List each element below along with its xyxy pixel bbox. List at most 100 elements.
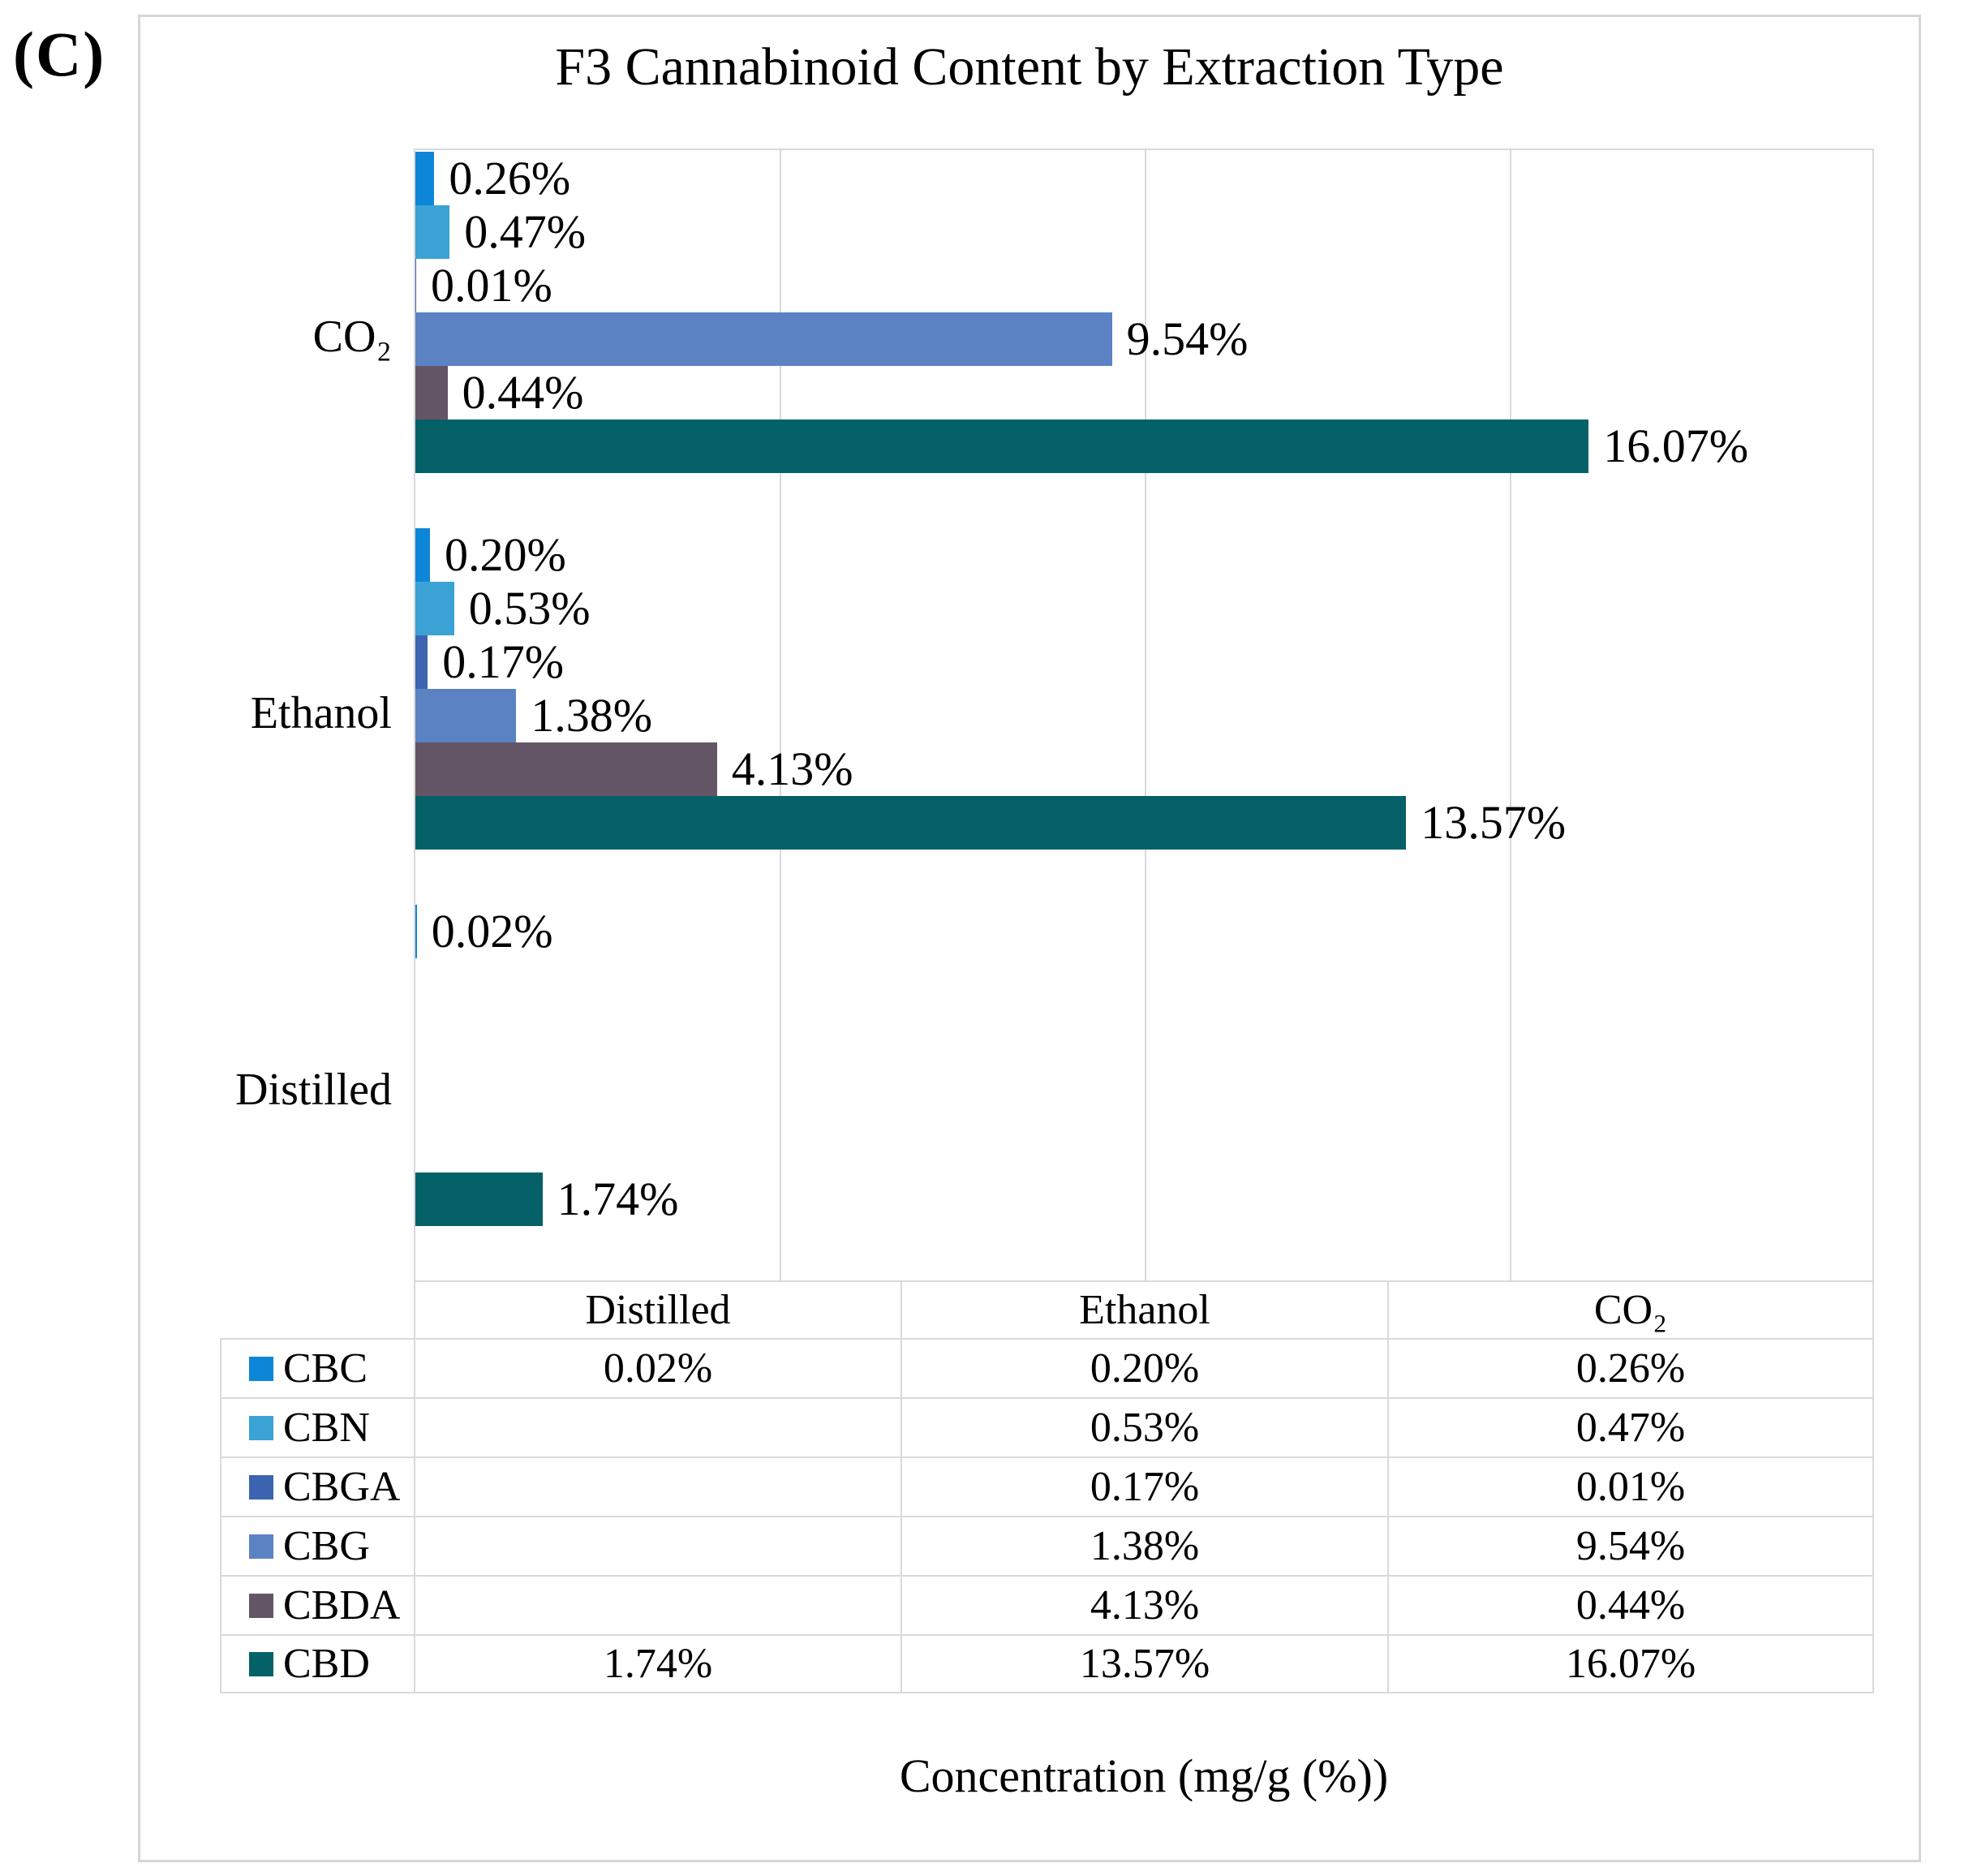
bar-cbd (415, 420, 1589, 473)
legend-label-cbg: CBG (283, 1523, 370, 1569)
table-cell-cbda-0 (414, 1575, 901, 1634)
category-group-co: 0.26% 0.47% 0.01% 9.54% 0.44% 16.07% (415, 150, 1872, 528)
table-cell-cbd-1: 13.57% (901, 1634, 1387, 1693)
bar-row: 0.53% (415, 582, 1872, 635)
gridline-5pct (780, 150, 781, 1280)
legend-label-cbd: CBD (283, 1641, 370, 1687)
bar-cbc (415, 152, 435, 205)
bar-row: 1.74% (415, 1172, 1872, 1226)
data-table: Distilled Ethanol CO₂ CBC 0.02% 0.20% 0.26% CBN… (220, 1280, 1874, 1693)
bar-cbga (415, 259, 416, 312)
legend-label-cbc: CBC (283, 1345, 368, 1392)
plot-area: 0.26% 0.47% 0.01% 9.54% 0.44% 16.07% 0.20% 0.53… (414, 148, 1874, 1280)
bar-cbga (415, 635, 428, 689)
chart-title: F3 Cannabinoid Content by Extraction Typ… (555, 37, 1504, 97)
bar-value-label: 0.20% (445, 528, 566, 581)
table-cell-cbda-1: 4.13% (901, 1575, 1387, 1634)
bar-value-label: 1.74% (557, 1172, 679, 1225)
bar-row (415, 1119, 1872, 1172)
table-cell-cbg-1: 1.38% (901, 1516, 1387, 1575)
bar-value-label: 0.02% (431, 905, 553, 957)
bar-cbc (415, 528, 430, 582)
bar-cbc (415, 905, 417, 958)
legend-label-cbn: CBN (283, 1405, 370, 1451)
table-header-ethanol: Ethanol (901, 1280, 1387, 1338)
bar-row (415, 1065, 1872, 1119)
legend-cell-cbd: CBD (220, 1634, 414, 1693)
bar-cbg (415, 689, 517, 742)
table-cell-cbda-2: 0.44% (1387, 1575, 1874, 1634)
bar-cbda (415, 366, 448, 420)
legend-cell-cbga: CBGA (220, 1456, 414, 1516)
bar-value-label: 4.13% (731, 742, 853, 795)
bar-row: 16.07% (415, 420, 1872, 473)
table-cell-cbc-1: 0.20% (901, 1338, 1387, 1397)
category-label-co: CO₂ (312, 312, 392, 362)
table-cell-cbd-2: 16.07% (1387, 1634, 1874, 1693)
legend-swatch-cbga (249, 1474, 273, 1500)
bar-row: 0.26% (415, 152, 1872, 205)
bar-cbg (415, 312, 1112, 366)
bar-row: 4.13% (415, 742, 1872, 796)
legend-swatch-cbd (249, 1651, 273, 1676)
gridline-10pct (1145, 150, 1146, 1280)
bar-value-label: 9.54% (1126, 312, 1249, 365)
bar-cbn (415, 582, 454, 635)
table-cell-cbga-1: 0.17% (901, 1456, 1387, 1516)
bar-row: 13.57% (415, 796, 1872, 850)
table-cell-cbd-0: 1.74% (414, 1634, 901, 1693)
table-cell-cbg-0 (414, 1516, 901, 1575)
bar-value-label: 13.57% (1421, 796, 1567, 849)
bar-value-label: 0.26% (449, 152, 571, 204)
gridline-15pct (1510, 150, 1511, 1280)
bar-value-label: 0.01% (431, 259, 552, 312)
table-cell-cbn-0 (414, 1397, 901, 1456)
bar-value-label: 0.47% (464, 205, 587, 258)
bar-row: 0.17% (415, 635, 1872, 689)
table-cell-cbc-2: 0.26% (1387, 1338, 1874, 1397)
bar-cbn (415, 205, 450, 259)
table-cell-cbga-0 (414, 1456, 901, 1516)
bar-value-label: 16.07% (1603, 420, 1749, 472)
bar-value-label: 0.44% (462, 366, 584, 419)
bar-cbda (415, 742, 717, 796)
bar-row: 0.20% (415, 528, 1872, 582)
bar-value-label: 0.53% (468, 582, 591, 635)
bar-value-label: 0.17% (442, 635, 565, 688)
bar-row (415, 958, 1872, 1012)
category-axis: CO₂ Ethanol Distilled (189, 148, 392, 1280)
panel-label: (C) (13, 19, 106, 89)
bar-row: 0.01% (415, 259, 1872, 312)
legend-swatch-cbda (249, 1593, 273, 1618)
legend-label-cbga: CBGA (283, 1464, 401, 1510)
x-axis-title: Concentration (mg/g (%)) (899, 1749, 1389, 1802)
bar-row: 0.02% (415, 905, 1872, 958)
table-header-distilled: Distilled (414, 1280, 901, 1338)
table-cell-cbga-2: 0.01% (1387, 1456, 1874, 1516)
legend-label-cbda: CBDA (283, 1582, 401, 1629)
bar-row: 9.54% (415, 312, 1872, 366)
category-group-ethanol: 0.20% 0.53% 0.17% 1.38% 4.13% 13.57% (415, 527, 1872, 905)
table-cell-cbg-2: 9.54% (1387, 1516, 1874, 1575)
table-cell-cbn-2: 0.47% (1387, 1397, 1874, 1456)
bar-row (415, 1012, 1872, 1065)
legend-cell-cbc: CBC (220, 1338, 414, 1397)
legend-cell-cbda: CBDA (220, 1575, 414, 1634)
bar-row: 0.44% (415, 366, 1872, 420)
legend-swatch-cbg (249, 1534, 273, 1559)
table-cell-cbn-1: 0.53% (901, 1397, 1387, 1456)
legend-cell-cbg: CBG (220, 1516, 414, 1575)
bar-row: 0.47% (415, 205, 1872, 259)
chart-panel: F3 Cannabinoid Content by Extraction Typ… (138, 15, 1921, 1862)
bar-cbd (415, 796, 1407, 850)
table-cell-cbc-0: 0.02% (414, 1338, 901, 1397)
category-group-distilled: 0.02% 1.74% (415, 903, 1872, 1281)
bar-cbd (415, 1172, 543, 1226)
table-header-co: CO₂ (1387, 1280, 1874, 1338)
category-label-ethanol: Ethanol (250, 688, 392, 738)
legend-swatch-cbn (249, 1415, 273, 1440)
legend-swatch-cbc (249, 1356, 273, 1381)
table-corner-spacer (220, 1280, 414, 1338)
bar-value-label: 1.38% (531, 689, 653, 742)
